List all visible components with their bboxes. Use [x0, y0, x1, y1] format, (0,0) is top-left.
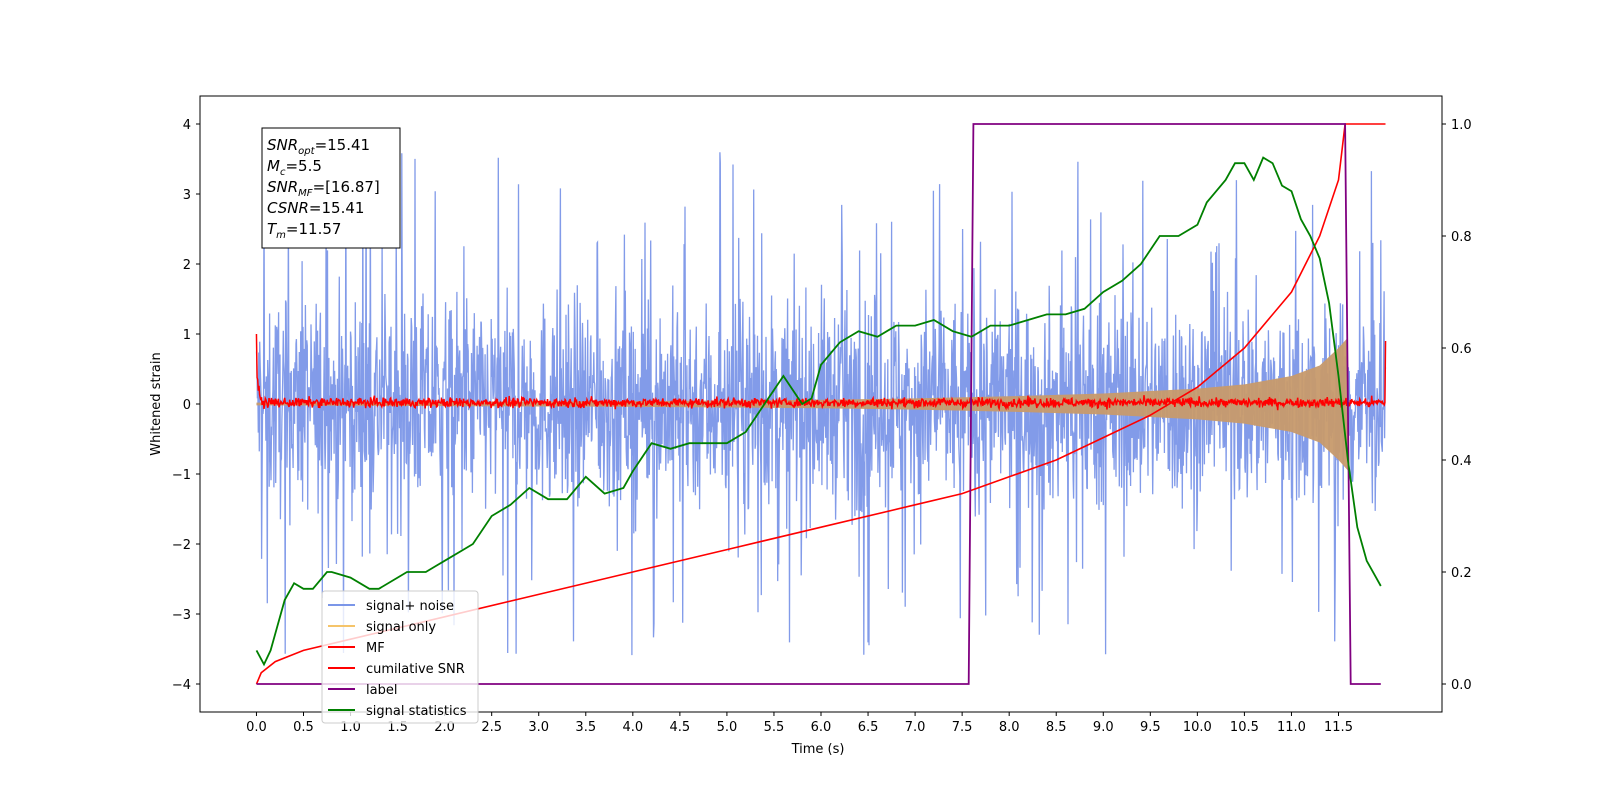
legend-label: cumilative SNR — [366, 662, 465, 677]
legend-label: MF — [366, 641, 385, 656]
y-tick-label: −3 — [172, 608, 191, 623]
y2-tick-label: 0.6 — [1451, 342, 1472, 357]
x-tick-label: 0.0 — [246, 720, 267, 735]
x-tick-label: 6.5 — [858, 720, 879, 735]
x-tick-label: 10.0 — [1183, 720, 1212, 735]
y2-tick-label: 0.8 — [1451, 230, 1472, 245]
y-tick-label: −2 — [172, 538, 191, 553]
legend-label: signal+ noise — [366, 599, 454, 614]
x-tick-label: 9.0 — [1093, 720, 1114, 735]
axes: 0.0 0.5 1.0 1.5 2.0 2.5 3.0 3.5 4.0 4.5 5.0 5.5 6.0 6… — [172, 118, 1472, 735]
x-tick-label: 7.5 — [952, 720, 973, 735]
annotation-line: Tm=11.57 — [267, 220, 341, 241]
x-tick-label: 1.0 — [340, 720, 361, 735]
x-tick-label: 11.0 — [1277, 720, 1306, 735]
annotation-line: CSNR=15.41 — [267, 199, 364, 217]
x-tick-label: 6.0 — [811, 720, 832, 735]
y-tick-label: −1 — [172, 468, 191, 483]
series-mf — [255, 333, 1387, 412]
legend-label: signal only — [366, 620, 436, 635]
x-tick-label: 3.0 — [528, 720, 549, 735]
x-tick-label: 2.5 — [481, 720, 502, 735]
x-tick-label: 5.5 — [764, 720, 785, 735]
series-signal-noise — [255, 152, 1387, 656]
annotation-frame — [261, 127, 401, 249]
y2-tick-label: 0.2 — [1451, 566, 1472, 581]
x-tick-label: 7.0 — [905, 720, 926, 735]
annotation-box: SNRopt=15.41Mc=5.5SNRMF=[16.87]CSNR=15.4… — [261, 127, 401, 249]
y2-tick-label: 0.4 — [1451, 454, 1472, 469]
y-tick-label: 3 — [183, 188, 191, 203]
legend-label: signal statistics — [366, 704, 467, 719]
y-tick-label: 0 — [183, 398, 191, 413]
series-label — [256, 123, 1381, 685]
x-tick-label: 10.5 — [1230, 720, 1259, 735]
x-tick-label: 4.0 — [622, 720, 643, 735]
y2-tick-label: 1.0 — [1451, 118, 1472, 133]
y-tick-label: 2 — [183, 258, 191, 273]
legend: signal+ noise signal only MF cumilative SNR… — [321, 590, 479, 724]
y-tick-label: 1 — [183, 328, 191, 343]
x-tick-label: 0.5 — [293, 720, 314, 735]
x-axis-label: Time (s) — [791, 742, 845, 757]
x-tick-label: 2.0 — [434, 720, 455, 735]
annotation-line: SNRopt=15.41 — [267, 136, 370, 157]
annotation-line: Mc=5.5 — [267, 157, 322, 178]
legend-label: label — [366, 683, 397, 698]
y-tick-label: 4 — [183, 118, 191, 133]
x-tick-label: 4.5 — [670, 720, 691, 735]
y2-tick-label: 0.0 — [1451, 678, 1472, 693]
annotation-line: SNRMF=[16.87] — [267, 178, 380, 199]
x-tick-label: 8.5 — [1046, 720, 1067, 735]
x-tick-label: 9.5 — [1140, 720, 1161, 735]
series-signal-statistics — [255, 156, 1382, 667]
x-tick-label: 3.5 — [575, 720, 596, 735]
x-tick-label: 11.5 — [1324, 720, 1353, 735]
x-tick-label: 8.0 — [999, 720, 1020, 735]
x-tick-label: 1.5 — [387, 720, 408, 735]
x-tick-label: 5.0 — [717, 720, 738, 735]
y-axis-label: Whitened strain — [149, 352, 164, 455]
legend-frame — [321, 590, 479, 724]
y-tick-label: −4 — [172, 678, 191, 693]
